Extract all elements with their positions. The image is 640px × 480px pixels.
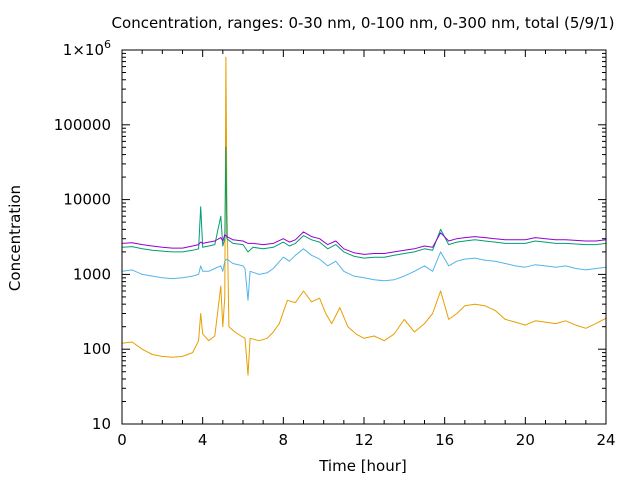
- series-line-3: [121, 146, 607, 259]
- plot-frame: [121, 49, 607, 425]
- y-axis-label: Concentration: [6, 185, 24, 291]
- chart-title: Concentration, ranges: 0-30 nm, 0-100 nm…: [112, 14, 615, 32]
- y-tick-label: 1×106: [63, 38, 111, 59]
- series-line-4: [121, 231, 607, 255]
- x-tick-label: 20: [516, 431, 535, 449]
- series-line-2: [121, 248, 607, 301]
- x-tick-label: 4: [198, 431, 208, 449]
- x-axis-label: Time [hour]: [318, 457, 407, 475]
- x-tick-label: 8: [279, 431, 289, 449]
- x-tick-label: 0: [117, 431, 127, 449]
- x-tick-label: 24: [596, 431, 615, 449]
- y-tick-label: 100: [82, 340, 111, 358]
- plot-area: 0 4 8 12 16 20 24 10 100 1000 10000 100000 1×106: [54, 38, 616, 449]
- y-tick-label: 10000: [63, 191, 111, 209]
- y-tick-label: 1000: [73, 265, 111, 283]
- y-tick-label: 100000: [54, 116, 111, 134]
- y-tick-label: 10: [92, 415, 111, 433]
- series-line-1: [121, 56, 607, 376]
- x-tick-label: 16: [435, 431, 454, 449]
- x-tick-label: 12: [354, 431, 373, 449]
